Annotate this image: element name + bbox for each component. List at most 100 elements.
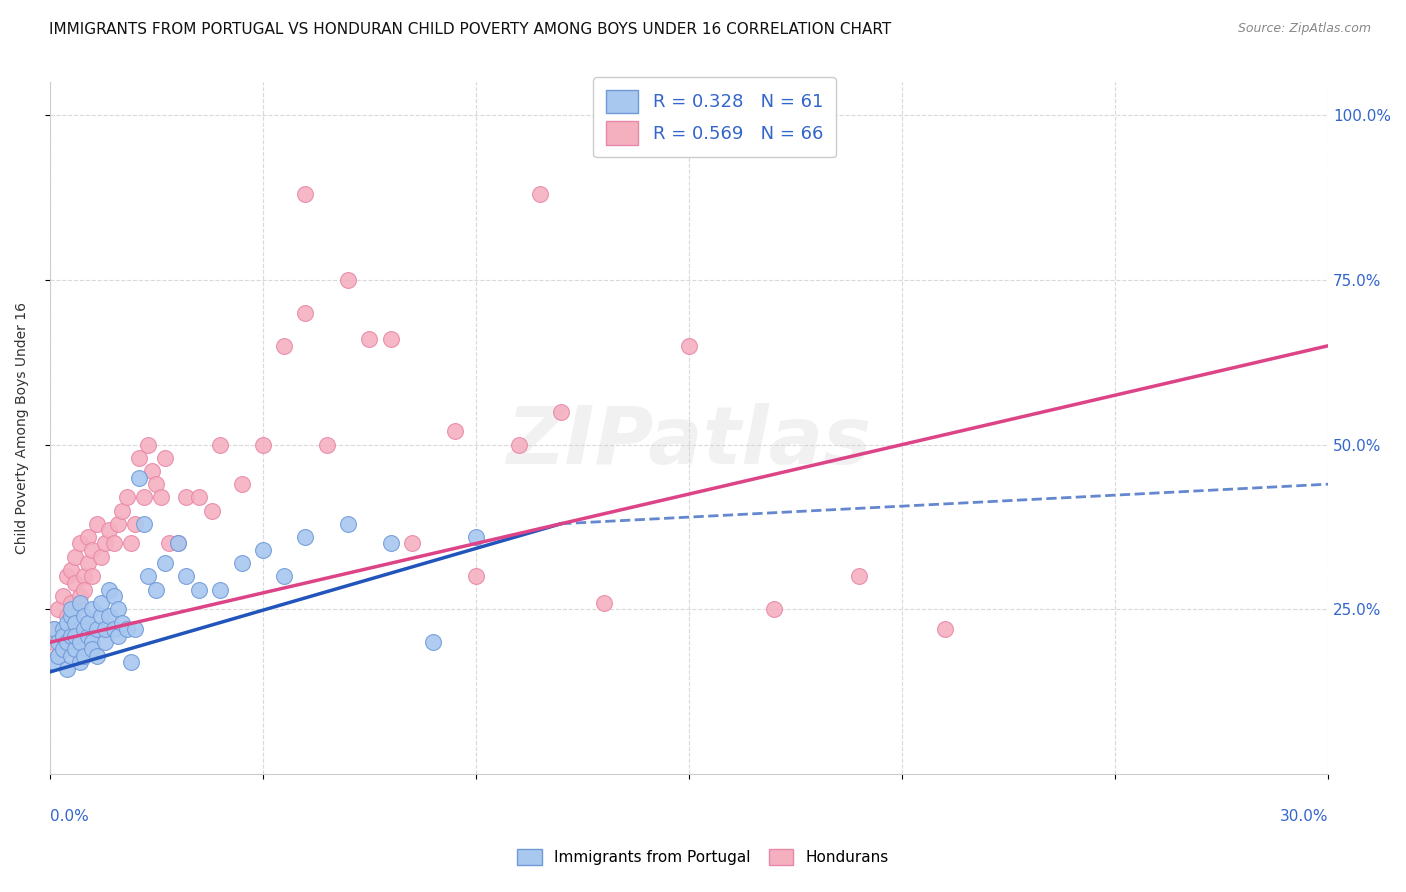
Point: [42, 622, 65, 636]
Legend: Immigrants from Portugal, Hondurans: Immigrants from Portugal, Hondurans: [512, 843, 894, 871]
Point: [465, 569, 488, 583]
Point: [94, 635, 117, 649]
Point: [73, 609, 96, 624]
Point: [145, 582, 167, 597]
Point: [103, 622, 125, 636]
Point: [90, 596, 112, 610]
Point: [252, 437, 274, 451]
Point: [56, 609, 79, 624]
Point: [132, 516, 155, 531]
Point: [252, 543, 274, 558]
Point: [60, 622, 83, 636]
Point: [73, 648, 96, 663]
Point: [56, 615, 79, 630]
Point: [231, 556, 253, 570]
Point: [65, 576, 87, 591]
Point: [359, 332, 381, 346]
Text: Source: ZipAtlas.com: Source: ZipAtlas.com: [1237, 22, 1371, 36]
Text: IMMIGRANTS FROM PORTUGAL VS HONDURAN CHILD POVERTY AMONG BOYS UNDER 16 CORRELATI: IMMIGRANTS FROM PORTUGAL VS HONDURAN CHI…: [49, 22, 891, 37]
Point: [52, 641, 75, 656]
Point: [166, 536, 188, 550]
Point: [107, 602, 129, 616]
Point: [550, 405, 572, 419]
Point: [763, 602, 786, 616]
Point: [69, 589, 91, 603]
Point: [90, 609, 112, 624]
Point: [82, 543, 104, 558]
Point: [136, 569, 159, 583]
Point: [294, 306, 316, 320]
Point: [157, 536, 180, 550]
Point: [111, 503, 134, 517]
Point: [56, 635, 79, 649]
Point: [60, 648, 83, 663]
Point: [86, 622, 108, 636]
Point: [188, 491, 211, 505]
Point: [69, 536, 91, 550]
Point: [60, 602, 83, 616]
Point: [60, 629, 83, 643]
Point: [934, 622, 956, 636]
Point: [77, 530, 100, 544]
Point: [48, 635, 70, 649]
Point: [273, 339, 295, 353]
Point: [678, 339, 700, 353]
Point: [69, 655, 91, 669]
Point: [124, 622, 146, 636]
Point: [231, 477, 253, 491]
Text: 30.0%: 30.0%: [1279, 809, 1329, 823]
Point: [209, 437, 232, 451]
Point: [65, 615, 87, 630]
Point: [294, 530, 316, 544]
Point: [337, 273, 360, 287]
Point: [273, 569, 295, 583]
Point: [65, 629, 87, 643]
Point: [153, 556, 176, 570]
Point: [82, 569, 104, 583]
Point: [52, 629, 75, 643]
Point: [380, 332, 402, 346]
Point: [128, 470, 150, 484]
Point: [422, 635, 444, 649]
Point: [65, 602, 87, 616]
Point: [120, 536, 142, 550]
Point: [52, 629, 75, 643]
Point: [86, 648, 108, 663]
Point: [73, 569, 96, 583]
Point: [315, 437, 337, 451]
Point: [48, 602, 70, 616]
Point: [42, 655, 65, 669]
Point: [94, 536, 117, 550]
Point: [42, 622, 65, 636]
Point: [48, 648, 70, 663]
Point: [98, 524, 121, 538]
Point: [115, 622, 138, 636]
Point: [82, 602, 104, 616]
Point: [52, 641, 75, 656]
Point: [380, 536, 402, 550]
Point: [69, 635, 91, 649]
Point: [111, 615, 134, 630]
Point: [401, 536, 423, 550]
Point: [103, 589, 125, 603]
Point: [48, 648, 70, 663]
Point: [73, 582, 96, 597]
Point: [115, 491, 138, 505]
Point: [107, 516, 129, 531]
Point: [52, 622, 75, 636]
Point: [592, 596, 614, 610]
Point: [174, 569, 197, 583]
Point: [56, 662, 79, 676]
Point: [94, 622, 117, 636]
Point: [103, 536, 125, 550]
Point: [149, 491, 172, 505]
Point: [529, 187, 551, 202]
Point: [209, 582, 232, 597]
Point: [60, 563, 83, 577]
Point: [86, 516, 108, 531]
Text: ZIPatlas: ZIPatlas: [506, 403, 872, 481]
Point: [136, 437, 159, 451]
Point: [166, 536, 188, 550]
Point: [107, 629, 129, 643]
Point: [848, 569, 870, 583]
